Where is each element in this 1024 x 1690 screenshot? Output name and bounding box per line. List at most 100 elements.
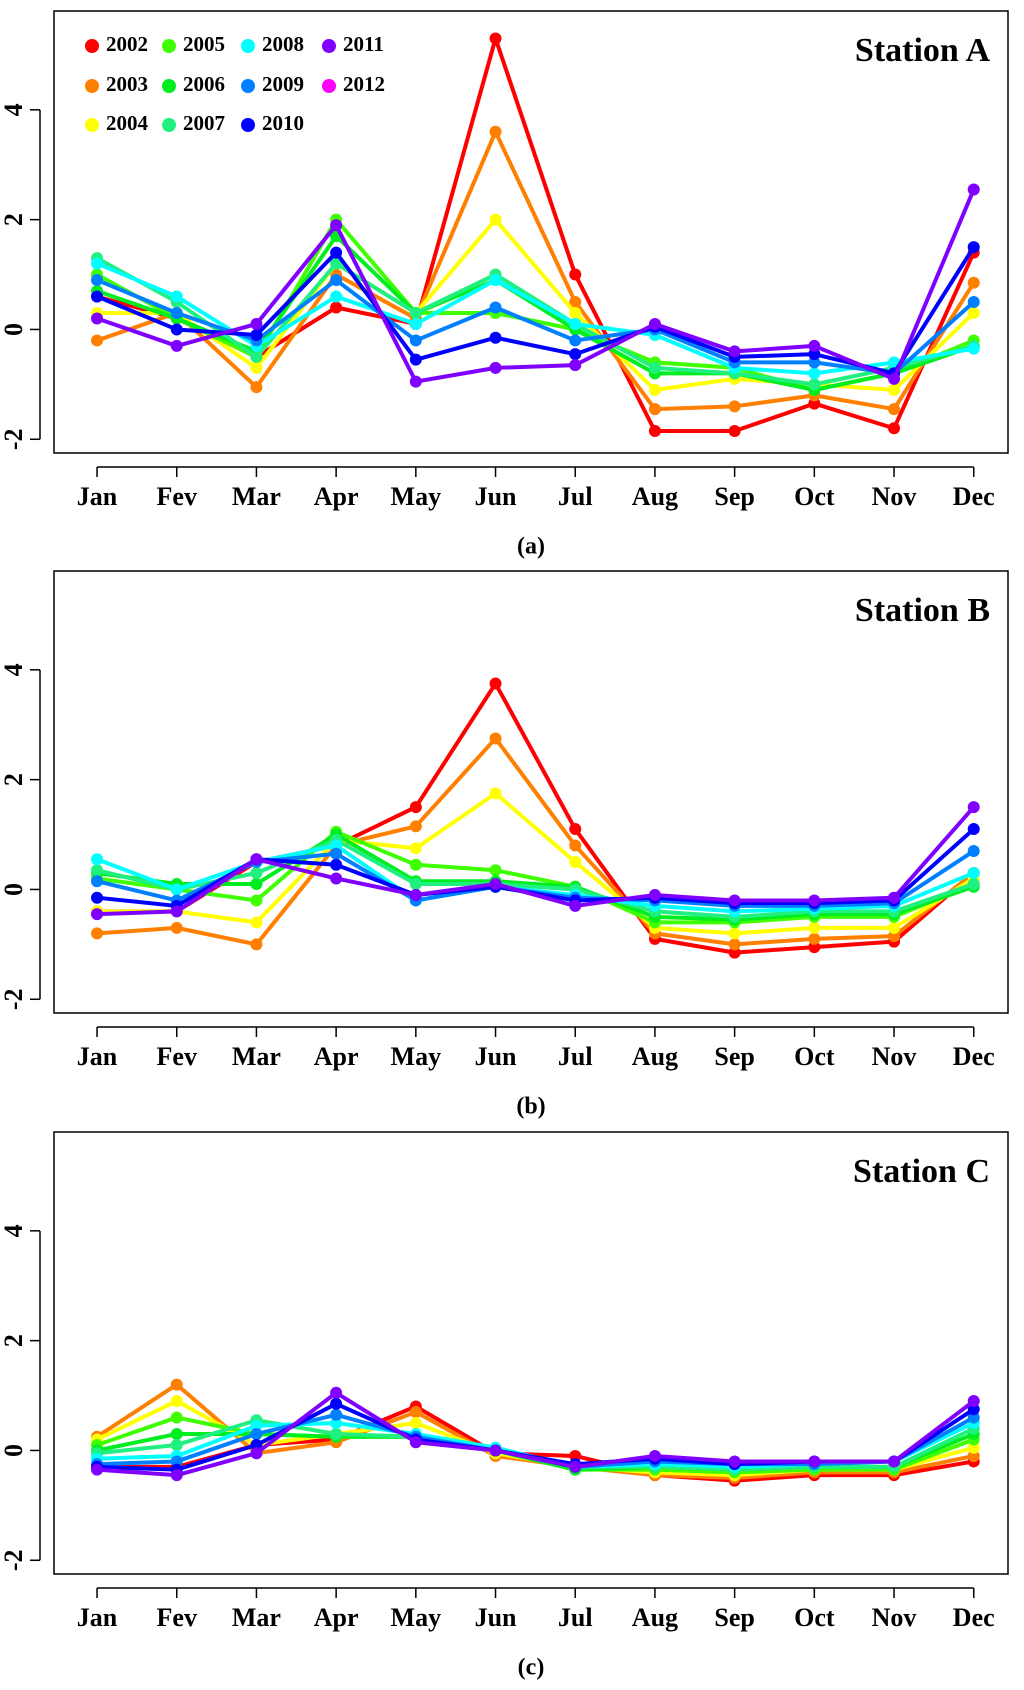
data-point [808,894,821,907]
x-tick-label: Nov [872,1042,917,1071]
legend-marker [322,39,336,53]
data-point [330,847,343,860]
data-point [170,883,183,896]
data-point [569,317,582,330]
data-point [967,877,980,890]
legend-marker [162,39,176,53]
legend-label: 2005 [183,32,225,56]
data-point [489,1444,502,1457]
data-point [648,317,661,330]
y-tick-label: 2 [0,1334,28,1347]
data-point [569,306,582,319]
data-point [250,877,263,890]
data-point [967,306,980,319]
data-point [330,219,343,232]
data-point [569,348,582,361]
data-point [728,938,741,951]
x-tick-label: May [391,1603,442,1632]
x-tick-label: Oct [794,482,835,511]
data-point [91,312,104,325]
y-tick-label: 0 [0,883,28,896]
data-point [648,361,661,374]
chart-title: Station C [853,1153,990,1190]
data-point [91,274,104,287]
data-point [489,274,502,287]
data-point [250,1427,263,1440]
data-point [91,927,104,940]
panel-caption: (b) [516,1094,545,1120]
data-point [967,845,980,858]
data-point [91,908,104,921]
x-tick-label: Aug [632,1042,678,1071]
legend-marker [85,118,99,132]
data-point [967,296,980,309]
data-point [728,425,741,438]
data-point [170,306,183,319]
y-tick-label: -2 [0,1549,28,1571]
data-point [250,1447,263,1460]
data-point [808,921,821,934]
data-point [808,397,821,410]
x-tick-label: Apr [314,482,359,511]
legend-label: 2004 [106,111,149,135]
data-point [91,257,104,270]
data-point [250,938,263,951]
data-point [170,1411,183,1424]
data-point [330,1386,343,1399]
data-point [967,866,980,879]
data-point [808,378,821,391]
data-point [648,383,661,396]
data-point [808,1455,821,1468]
data-point [569,1449,582,1462]
x-tick-label: Jan [77,482,118,511]
x-tick-label: Sep [714,1603,754,1632]
data-point [250,916,263,929]
legend-label: 2008 [262,32,304,56]
data-point [888,921,901,934]
data-point [888,403,901,416]
legend-label: 2012 [343,72,385,96]
data-point [728,894,741,907]
data-point [728,400,741,413]
legend-marker [162,118,176,132]
x-tick-label: Aug [632,482,678,511]
data-point [569,334,582,347]
data-point [569,296,582,309]
panel-caption: (c) [518,1655,545,1681]
x-tick-label: Fev [157,1042,197,1071]
x-tick-label: Apr [314,1603,359,1632]
y-tick-label: -2 [0,988,28,1010]
data-point [330,858,343,871]
data-point [967,183,980,196]
data-point [330,1408,343,1421]
legend-marker [162,79,176,93]
x-tick-label: Nov [872,1603,917,1632]
x-tick-label: Jul [558,1603,593,1632]
data-point [330,274,343,287]
x-tick-label: Aug [632,1603,678,1632]
data-point [489,677,502,690]
data-point [409,1417,422,1430]
series-line [97,791,975,936]
data-point [170,1395,183,1408]
data-point [489,877,502,890]
data-point [330,290,343,303]
y-tick-label: 0 [0,1444,28,1457]
chart-title: Station B [855,592,990,629]
data-point [489,361,502,374]
legend-label: 2011 [343,32,384,56]
data-point [170,905,183,918]
data-point [967,1441,980,1454]
data-point [250,866,263,879]
legend-marker [241,39,255,53]
legend-marker [241,79,255,93]
data-point [170,339,183,352]
x-tick-label: Jul [558,1042,593,1071]
series-line [96,1390,975,1478]
data-point [888,1455,901,1468]
plot-frame [53,570,1009,1014]
y-tick-label: -2 [0,428,28,450]
x-tick-label: Jun [475,482,517,511]
x-tick-label: Dec [953,1042,995,1071]
